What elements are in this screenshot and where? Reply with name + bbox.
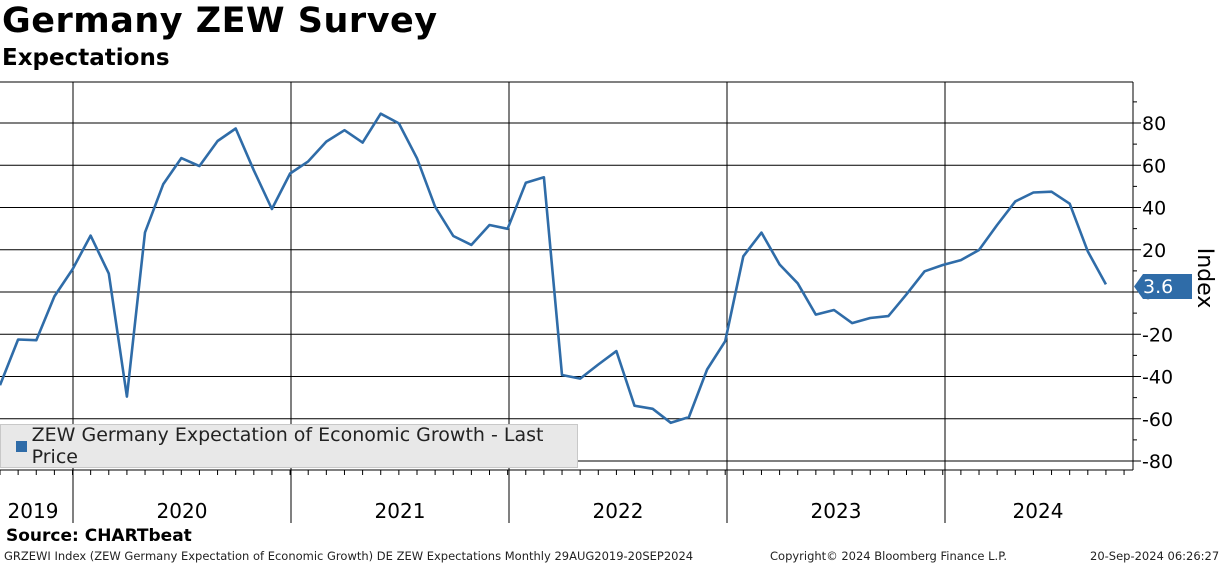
x-year-label: 2024 xyxy=(1013,499,1064,523)
y-axis-label: Index xyxy=(1192,248,1217,309)
x-year-label: 2019 xyxy=(8,499,59,523)
footer-timestamp: 20-Sep-2024 06:26:27 xyxy=(1090,549,1220,563)
y-tick-label: 40 xyxy=(1142,198,1166,220)
x-year-label: 2021 xyxy=(375,499,426,523)
y-tick-label: -80 xyxy=(1142,451,1173,473)
source-note: Source: CHARTbeat xyxy=(6,526,192,546)
grid xyxy=(0,81,1133,523)
footer-copyright: Copyright© 2024 Bloomberg Finance L.P. xyxy=(770,549,1007,563)
last-value-tag xyxy=(1134,274,1192,299)
y-tick-label: 60 xyxy=(1142,155,1166,177)
last-value-label: 3.6 xyxy=(1143,276,1173,298)
x-year-label: 2022 xyxy=(593,499,644,523)
series-line xyxy=(0,112,1108,425)
y-tick-label: -20 xyxy=(1142,324,1173,346)
x-year-label: 2020 xyxy=(157,499,208,523)
footer-description: GRZEWI Index (ZEW Germany Expectation of… xyxy=(4,549,694,563)
y-tick-label: 20 xyxy=(1142,240,1166,262)
y-tick-label: -40 xyxy=(1142,367,1173,389)
x-year-label: 2023 xyxy=(811,499,862,523)
y-axis: -80-60-40-20020406080Index3.6 xyxy=(1132,82,1217,473)
legend-swatch xyxy=(16,440,27,452)
y-tick-label: -60 xyxy=(1142,409,1173,431)
y-tick-label: 80 xyxy=(1142,113,1166,135)
chart-subtitle: Expectations xyxy=(2,45,170,71)
x-axis: 2019 2020 2021 2022 2023 2024 xyxy=(0,470,1125,523)
legend-label: ZEW Germany Expectation of Economic Grow… xyxy=(31,424,544,468)
chart-title: Germany ZEW Survey xyxy=(2,1,438,41)
series xyxy=(0,112,1108,425)
legend: ZEW Germany Expectation of Economic Grow… xyxy=(0,424,578,468)
